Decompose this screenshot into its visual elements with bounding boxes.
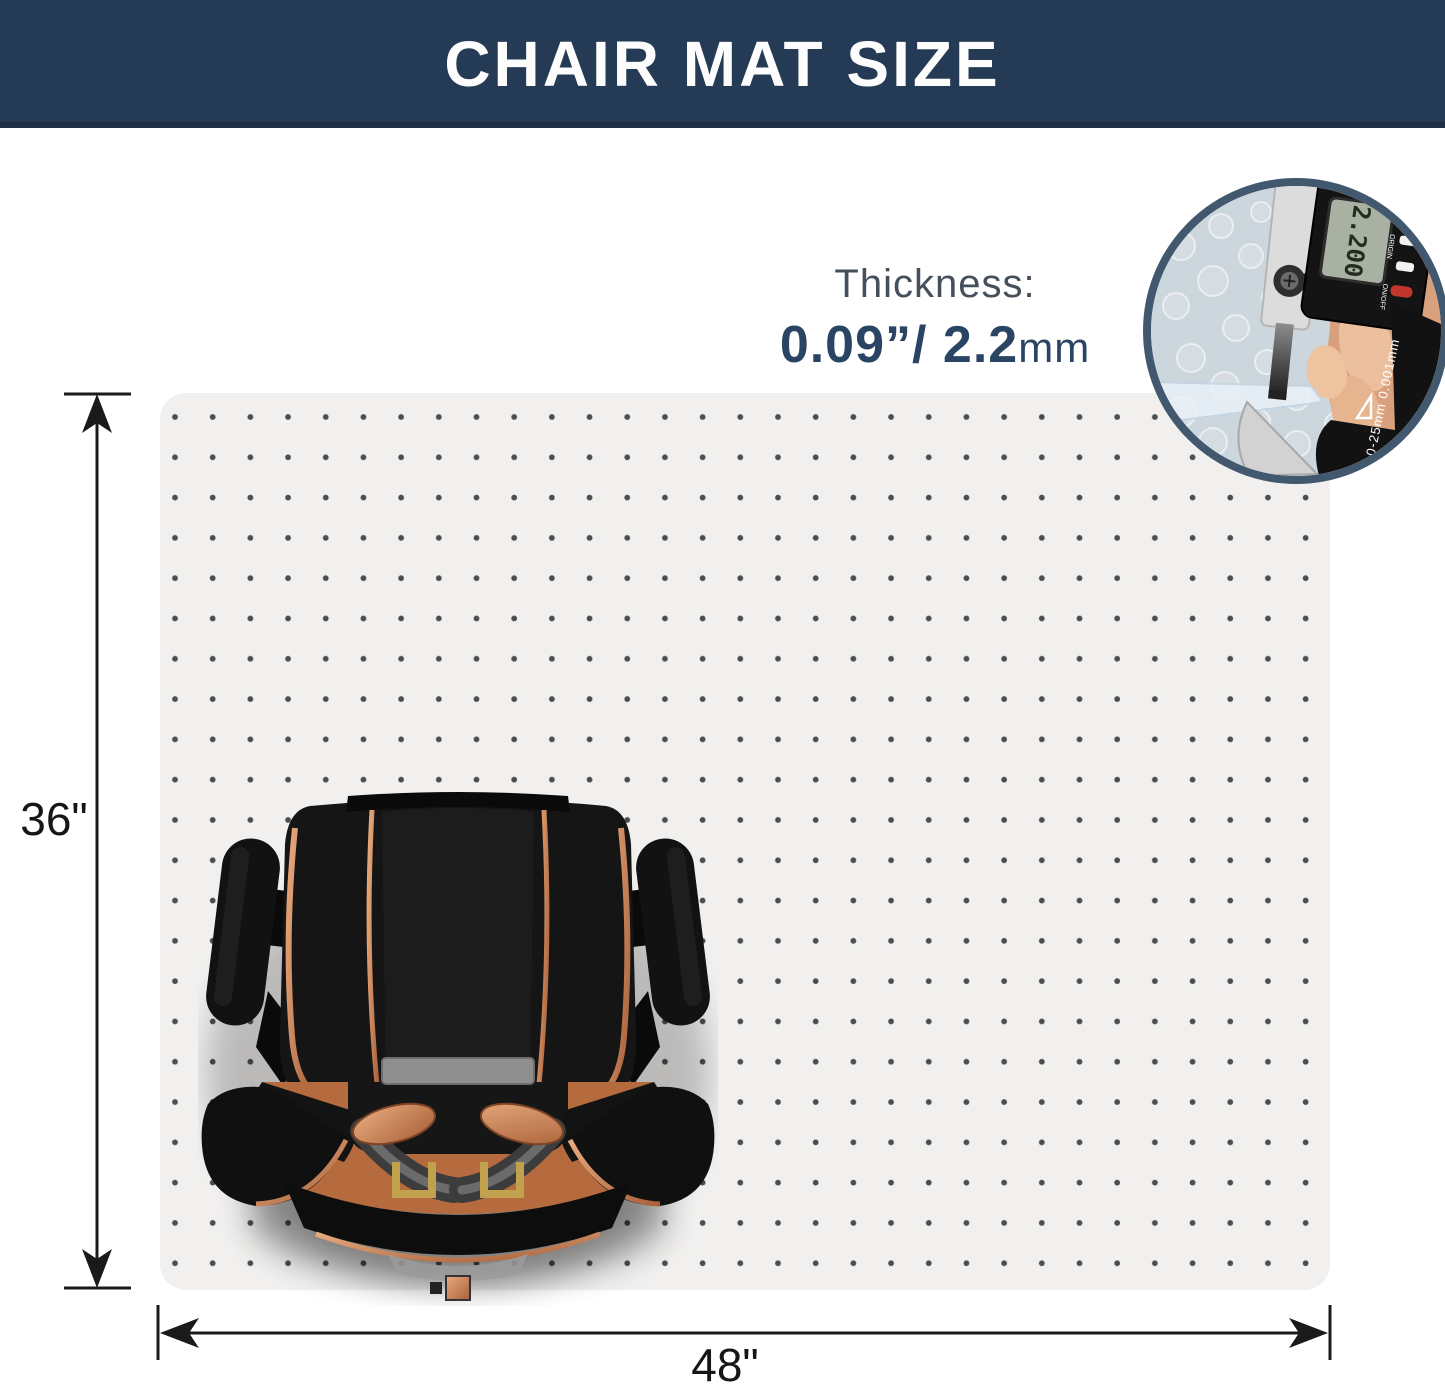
brand-logo-mark — [1354, 391, 1373, 420]
hold-data-label: HOLD/DATA — [1421, 194, 1433, 234]
onoff-label: ON/OFF — [1378, 283, 1389, 310]
fingertip — [1306, 345, 1348, 399]
height-dimension-label: 36" — [20, 793, 88, 845]
thickness-number: 0.09”/ 2.2 — [779, 316, 1019, 374]
chair-backrest — [279, 792, 637, 1098]
width-dimension-label: 48" — [691, 1339, 759, 1390]
armrest-right — [616, 838, 710, 1087]
page-title: CHAIR MAT SIZE — [444, 28, 1001, 100]
micrometer-illustration: 2.200 HOLD/DATA ORIGIN ON/OFF 0-25mm 0.0… — [1151, 186, 1441, 476]
chair-seat — [201, 1057, 715, 1301]
header-band: CHAIR MAT SIZE — [0, 0, 1445, 128]
thickness-label: Thickness: — [834, 262, 1036, 306]
thickness-caption: Thickness: 0.09”/ 2.2mm — [740, 262, 1130, 375]
thickness-unit: mm — [1018, 324, 1091, 371]
onoff-button — [1390, 285, 1413, 298]
origin-label: ORIGIN — [1385, 234, 1395, 260]
micrometer-body — [1260, 186, 1328, 401]
thickness-value: 0.09”/ 2.2mm — [740, 315, 1130, 375]
gaming-chair-top-view — [201, 792, 715, 1301]
micrometer-display-unit: 2.200 HOLD/DATA ORIGIN ON/OFF — [1300, 186, 1440, 333]
micrometer-photo-inset: 2.200 HOLD/DATA ORIGIN ON/OFF 0-25mm 0.0… — [1143, 178, 1445, 484]
